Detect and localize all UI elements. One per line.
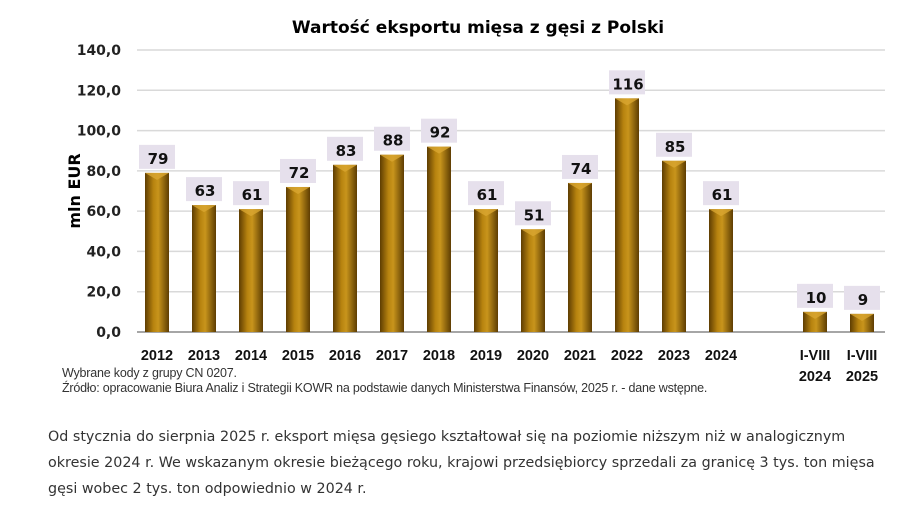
x-tick-label: 2018 xyxy=(423,348,455,364)
data-label: 83 xyxy=(336,142,357,160)
bar xyxy=(568,182,592,332)
data-label: 79 xyxy=(148,150,169,168)
y-tick-label: 80,0 xyxy=(86,164,121,180)
description-paragraph: Od stycznia do sierpnia 2025 r. eksport … xyxy=(48,429,875,497)
data-label: 88 xyxy=(383,132,404,150)
y-tick-label: 100,0 xyxy=(77,124,122,140)
data-label: 10 xyxy=(806,289,827,307)
bar-cap xyxy=(803,311,827,319)
y-tick-label: 20,0 xyxy=(86,285,121,301)
bar-cap xyxy=(568,182,592,190)
x-tick-label: 2025 xyxy=(846,369,878,385)
x-tick-label: I-VIII xyxy=(800,348,831,364)
x-tick-label: 2014 xyxy=(235,348,267,364)
data-label-box xyxy=(515,201,551,226)
bar xyxy=(239,209,263,332)
data-label: 51 xyxy=(524,206,545,224)
data-label-box xyxy=(280,158,316,183)
bar xyxy=(192,205,216,332)
bar-cap xyxy=(615,98,639,106)
data-label: 63 xyxy=(195,182,216,200)
x-tick-label: 2024 xyxy=(705,348,737,364)
y-axis-label: mln EUR xyxy=(65,153,84,228)
bar-cap xyxy=(850,313,874,321)
x-tick-label: 2019 xyxy=(470,348,502,364)
y-tick-label: 40,0 xyxy=(86,244,121,260)
data-label-box xyxy=(797,283,833,308)
data-label-box xyxy=(421,118,457,143)
bar-cap xyxy=(192,205,216,213)
bar-cap xyxy=(521,229,545,237)
data-label-box xyxy=(844,285,880,310)
bar-cap xyxy=(474,209,498,217)
bar xyxy=(850,313,874,332)
bar-cap xyxy=(333,164,357,172)
bar xyxy=(427,146,451,332)
data-label: 92 xyxy=(430,124,451,142)
x-tick-label: 2021 xyxy=(564,348,596,364)
y-tick-label: 120,0 xyxy=(77,83,122,99)
x-tick-label: 2022 xyxy=(611,348,643,364)
codes-note: Wybrane kody z grupy CN 0207. xyxy=(62,366,237,380)
bar-cap xyxy=(709,209,733,217)
y-tick-label: 140,0 xyxy=(77,43,122,59)
bar-cap xyxy=(145,172,169,180)
bar-chart: Wartość eksportu mięsa z gęsi z Polski m… xyxy=(65,18,885,385)
bar xyxy=(333,164,357,332)
data-label: 61 xyxy=(242,186,263,204)
data-label: 72 xyxy=(289,164,310,182)
x-tick-label: 2015 xyxy=(282,348,314,364)
bar xyxy=(709,209,733,332)
x-tick-label: 2023 xyxy=(658,348,690,364)
bar xyxy=(803,311,827,332)
bar xyxy=(474,209,498,332)
data-label-box xyxy=(656,132,692,157)
bar xyxy=(521,229,545,332)
bar-cap xyxy=(427,146,451,154)
x-tick-label: 2017 xyxy=(376,348,408,364)
data-label: 116 xyxy=(612,75,643,93)
data-label-box xyxy=(233,181,269,206)
bar xyxy=(286,186,310,332)
bar xyxy=(380,154,404,332)
data-label-box xyxy=(703,181,739,206)
data-label-box xyxy=(468,181,504,206)
data-label: 85 xyxy=(665,138,686,156)
data-label: 61 xyxy=(477,186,498,204)
data-label-box xyxy=(186,177,222,202)
y-tick-label: 0,0 xyxy=(96,325,121,341)
x-tick-label: 2013 xyxy=(188,348,220,364)
x-tick-label: 2024 xyxy=(799,369,831,385)
x-tick-label: 2016 xyxy=(329,348,361,364)
data-label-box xyxy=(562,154,598,179)
bar-cap xyxy=(239,209,263,217)
bar xyxy=(662,160,686,332)
bar-cap xyxy=(662,160,686,168)
y-tick-label: 60,0 xyxy=(86,204,121,220)
data-label: 61 xyxy=(712,186,733,204)
bar-cap xyxy=(286,186,310,194)
data-label-box xyxy=(374,126,410,151)
x-tick-label: 2012 xyxy=(141,348,173,364)
x-tick-label: 2020 xyxy=(517,348,549,364)
data-label-box xyxy=(327,136,363,161)
x-tick-label: I-VIII xyxy=(847,348,878,364)
data-label: 9 xyxy=(858,291,868,309)
bar-cap xyxy=(380,154,404,162)
chart-title: Wartość eksportu mięsa z gęsi z Polski xyxy=(292,18,664,38)
source-note: Źródło: opracowanie Biura Analiz i Strat… xyxy=(62,381,708,395)
bar xyxy=(615,98,639,332)
data-label-box xyxy=(139,144,175,169)
data-label-box xyxy=(609,70,645,95)
data-label: 74 xyxy=(571,160,592,178)
bar xyxy=(145,172,169,332)
